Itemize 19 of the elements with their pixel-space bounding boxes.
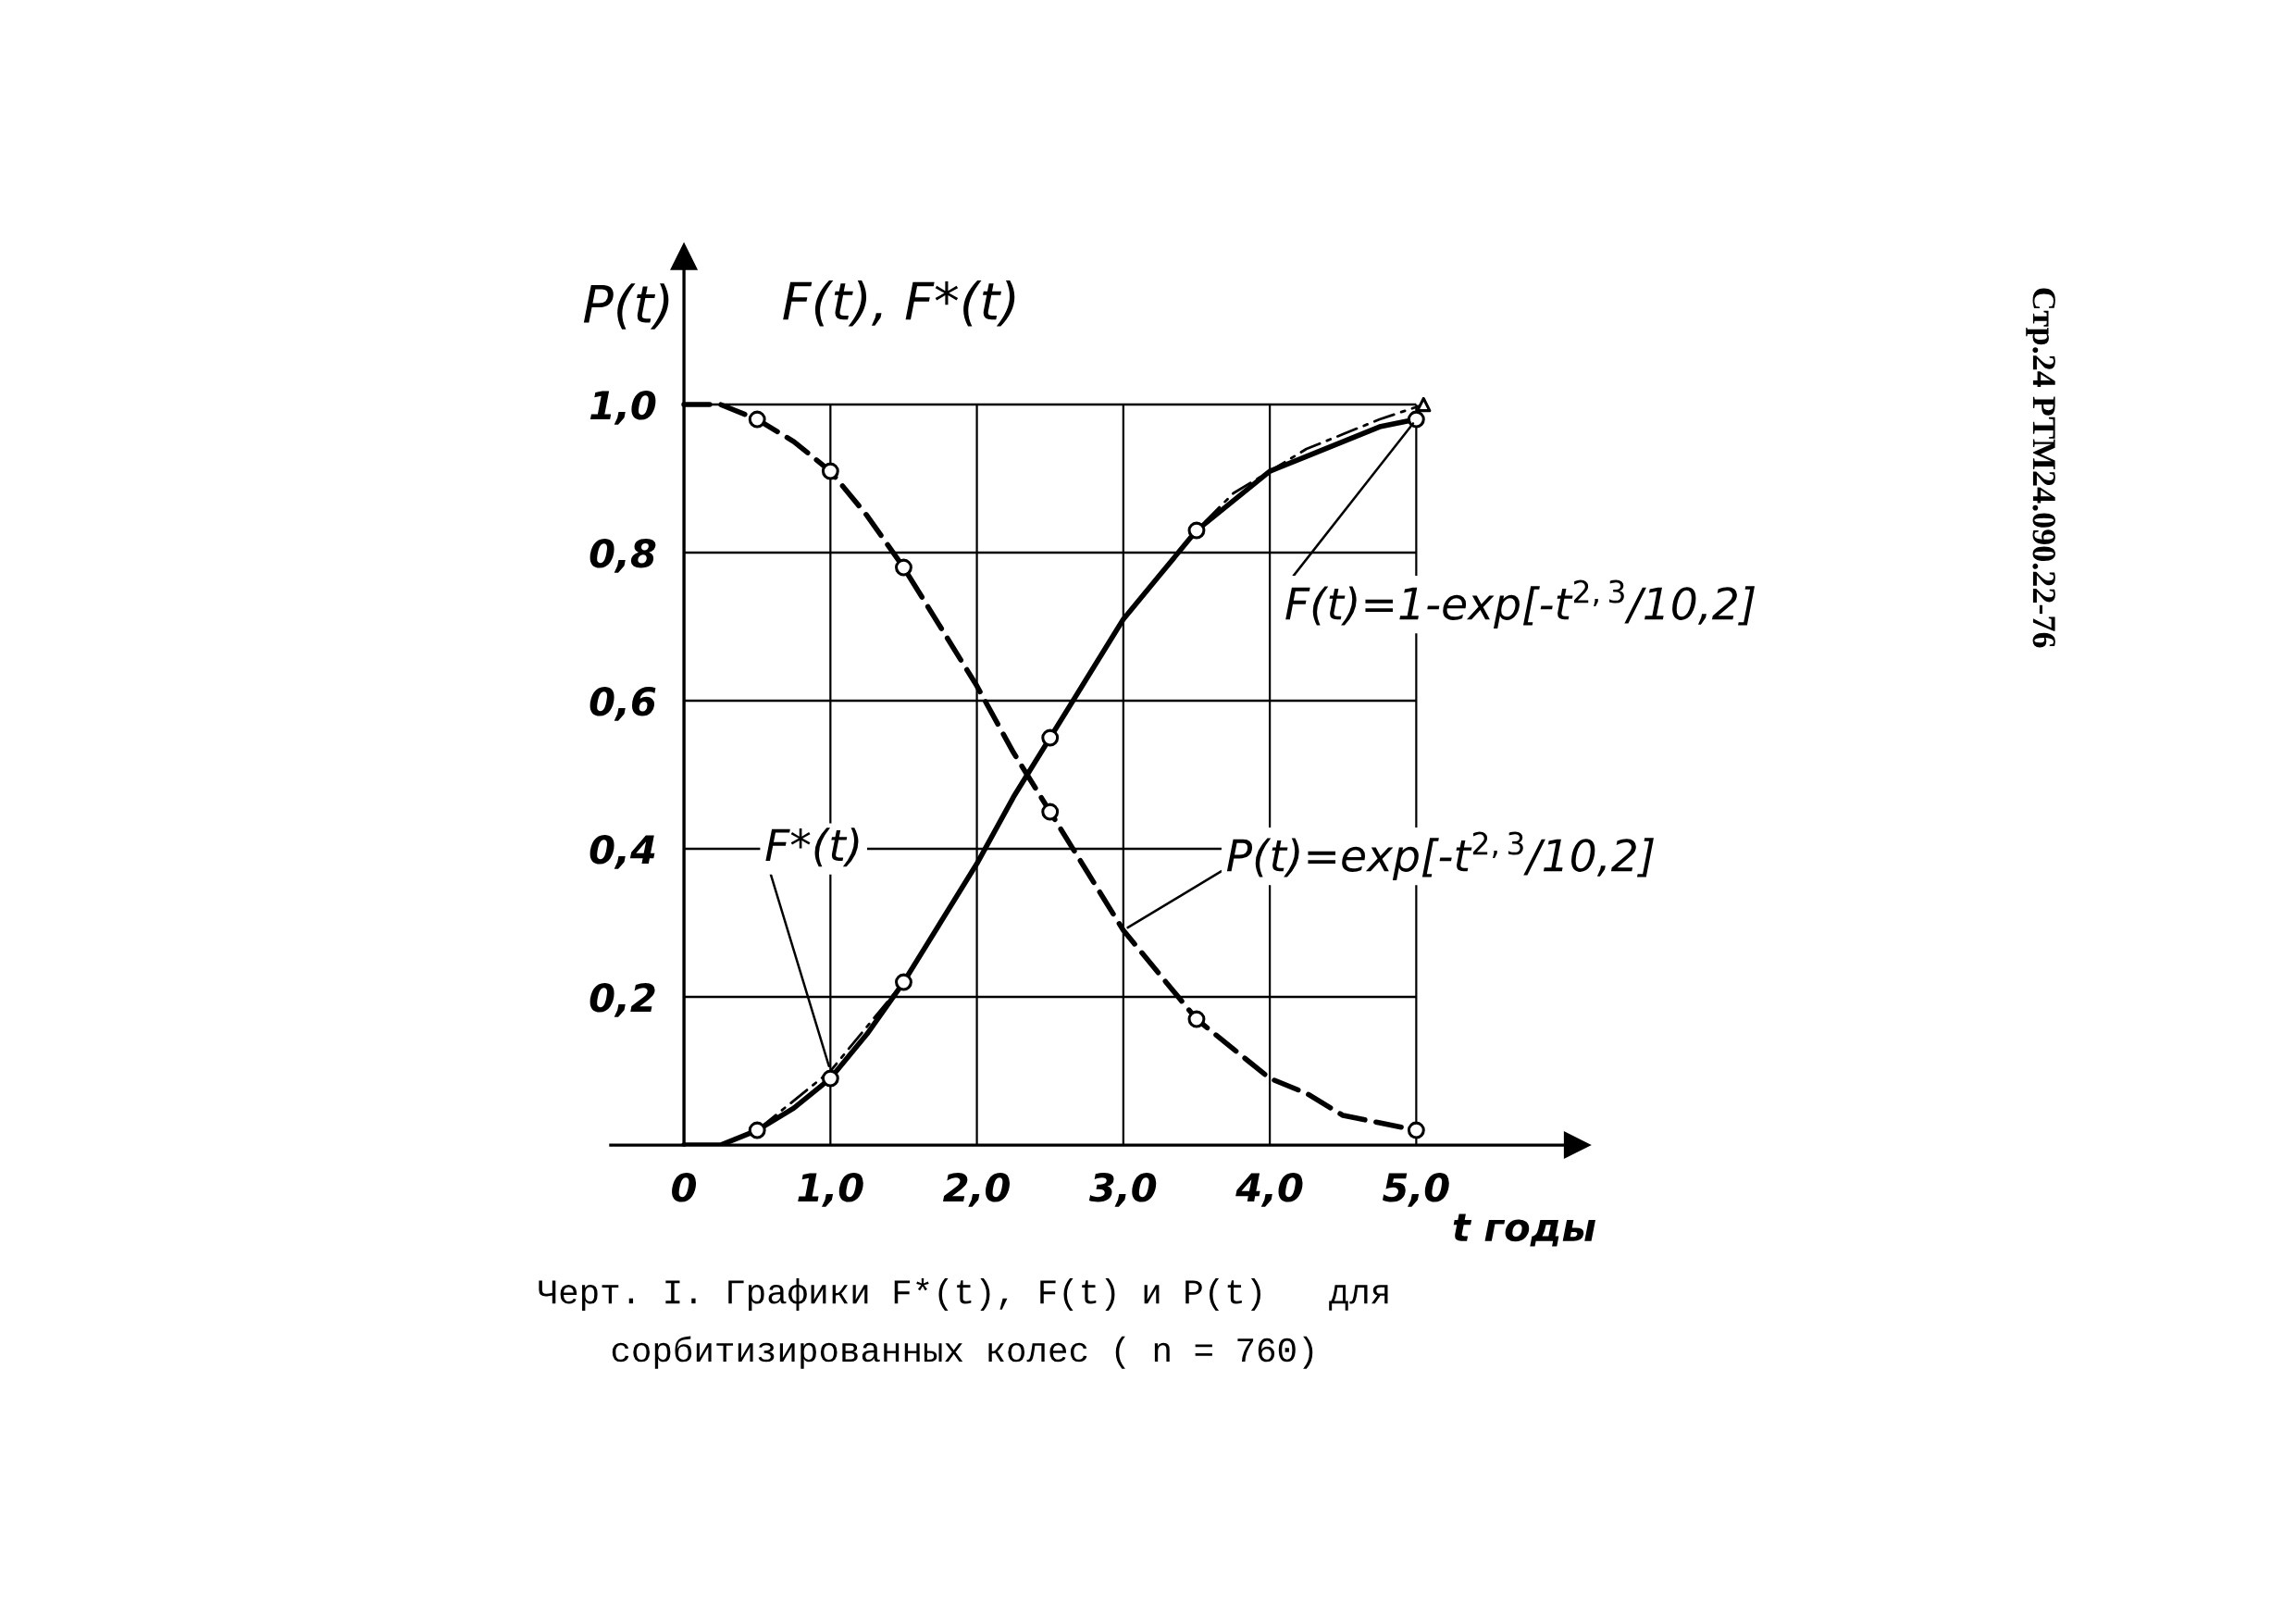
y-tick-label: 0,6 [590,686,656,721]
y-tick-label: 1,0 [590,390,656,425]
text: Стр.24 РТМ24.090.22-76 [2026,288,2055,648]
x-tick-label: 5,0 [1383,1172,1449,1207]
x-tick-label: 2,0 [943,1172,1011,1207]
y-tick-label: 0,2 [590,982,655,1017]
y-axis-title: F(t), F*(t) [783,280,1015,327]
annotation: P(t) [583,283,669,330]
text: F(t)=1-exp[-t$^{2,3}$/10,2] [1285,579,1756,629]
x-tick-label: 1,0 [798,1172,863,1207]
text: P(t)=exp[-t$^{2,3}$/10,2] [1226,831,1654,881]
y-tick-label: 0,8 [590,538,656,573]
text: Черт. I. Графики F*(t), F(t) и P(t) для сорбитизированных колес ( n = 760) [539,1277,1388,1369]
x-tick-label: 3,0 [1088,1172,1157,1207]
text: F*(t) [765,828,859,867]
y-tick-label: 0,4 [590,834,655,869]
x-tick-label: 4,0 [1235,1172,1303,1207]
x-axis-title: t годы [1453,1214,1595,1247]
x-tick-label: 0 [672,1172,697,1202]
